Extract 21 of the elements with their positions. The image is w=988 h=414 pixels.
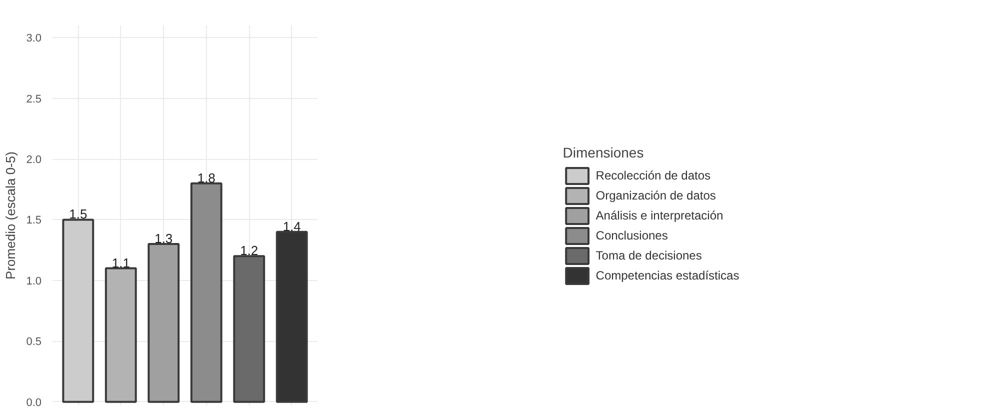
y-axis-title: Promedio (escala 0-5) [3,152,18,280]
data-label: 1.8 [197,170,216,186]
data-label: 1.2 [240,243,258,258]
legend-label: Análisis e interpretación [596,208,724,222]
legend-label: Recolección de datos [596,168,711,182]
data-label: 1.1 [112,255,130,270]
y-tick-label: 3.0 [26,32,42,45]
y-tick-label: 1.0 [26,275,42,288]
data-label: 1.5 [69,206,88,222]
legend-label: Conclusiones [596,228,668,242]
legend-label: Organización de datos [596,188,716,202]
data-label: 1.3 [154,231,173,246]
data-label: 1.4 [282,218,301,234]
y-tick-label: 0.5 [26,336,42,348]
legend-label: Competencias estadísticas [596,268,740,282]
legend-title: Dimensiones [562,144,645,160]
y-tick-label: 1.5 [26,214,42,227]
y-tick-label: 2.0 [26,154,42,166]
y-tick-label: 2.5 [26,93,42,106]
legend-label: Toma de decisiones [596,248,702,262]
y-tick-label: 0.0 [26,396,42,409]
